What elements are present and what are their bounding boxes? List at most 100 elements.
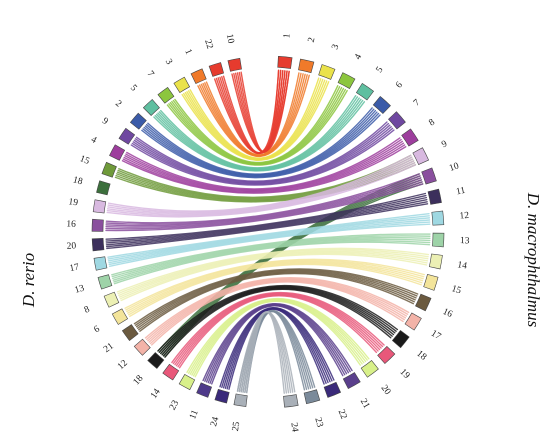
chromosome-block-left-25 (233, 393, 248, 407)
chromosome-label-left-18: 18 (72, 175, 84, 187)
chromosome-block-right-12 (431, 210, 445, 226)
chromosome-label-left-6: 6 (92, 324, 101, 335)
chromosome-block-left-22 (208, 62, 225, 77)
chromosome-block-right-18 (391, 330, 410, 349)
chromosome-label-left-9: 9 (100, 116, 110, 127)
species-label-right: D. macrophthalmus (524, 192, 543, 328)
chromosome-block-left-16 (91, 218, 104, 232)
synteny-link-11-21 (202, 302, 353, 385)
chromosome-block-left-21 (121, 324, 139, 342)
chromosome-block-right-9 (412, 147, 430, 165)
chromosome-block-right-2 (298, 58, 315, 74)
chromosome-label-left-20: 20 (66, 241, 76, 252)
chromosome-block-left-2 (129, 112, 147, 130)
synteny-link-24-22 (219, 306, 335, 390)
chromosome-block-left-4 (109, 144, 126, 161)
chromosome-block-left-18 (147, 352, 165, 369)
synteny-links (105, 69, 431, 394)
synteny-link-16-10 (105, 173, 424, 232)
chromosome-block-right-13 (432, 232, 445, 248)
chromosome-label-right-15: 15 (450, 284, 462, 296)
chromosome-block-right-14 (428, 253, 443, 270)
chromosome-block-left-15 (101, 161, 117, 178)
chromosome-labels: 1234567891011121314151617181920212223242… (66, 33, 470, 433)
chromosome-block-left-1 (190, 68, 207, 85)
chromosome-label-left-3: 3 (163, 58, 174, 67)
chromosome-block-left-20 (91, 238, 105, 252)
chromosome-block-left-9 (118, 127, 136, 145)
chromosome-label-right-18: 18 (414, 349, 428, 363)
chromosome-label-right-10: 10 (448, 161, 460, 174)
chromosome-block-right-17 (404, 312, 422, 331)
chromosome-label-left-24: 24 (209, 416, 221, 428)
chromosome-label-left-1: 1 (182, 48, 193, 57)
chromosome-block-right-15 (423, 273, 439, 291)
chromosome-label-right-11: 11 (455, 186, 466, 198)
chromosome-label-left-12: 12 (116, 358, 130, 372)
chromosome-label-right-4: 4 (353, 53, 364, 62)
synteny-link-18-18 (157, 284, 399, 358)
synteny-link-12-17 (144, 277, 410, 346)
chromosome-block-right-20 (360, 360, 379, 378)
chromosome-label-left-11: 11 (188, 408, 201, 420)
chromosome-label-right-1: 1 (282, 33, 292, 39)
chromosome-block-left-8 (103, 291, 120, 308)
chromosome-block-right-5 (355, 82, 375, 101)
chromosome-block-left-5 (142, 99, 160, 116)
chromosome-label-right-6: 6 (394, 80, 405, 90)
chromosome-label-left-4: 4 (89, 135, 98, 146)
chromosome-block-left-14 (162, 363, 180, 381)
chromosome-blocks (91, 55, 445, 408)
synteny-link-23-20 (186, 297, 370, 378)
chromosome-block-right-24 (283, 394, 299, 408)
synteny-link-4-8 (121, 137, 407, 194)
synteny-link-9-7 (130, 121, 395, 186)
chromosome-label-left-22: 22 (202, 38, 214, 50)
synteny-link-8-14 (116, 247, 430, 302)
chromosome-block-right-19 (377, 345, 396, 364)
synteny-link-1-2 (197, 72, 310, 158)
chromosome-label-left-21: 21 (102, 341, 116, 355)
chromosome-label-right-9: 9 (440, 139, 449, 150)
synteny-link-3-3 (181, 77, 330, 161)
chromosome-label-left-10: 10 (224, 33, 236, 45)
chromosome-label-right-5: 5 (375, 65, 386, 75)
chromosome-label-left-25: 25 (231, 421, 242, 432)
chromosome-block-right-7 (388, 111, 406, 130)
chromosome-label-right-21: 21 (358, 397, 371, 410)
synteny-link-25-24 (236, 311, 296, 394)
chromosome-block-right-22 (323, 381, 342, 398)
chromosome-block-left-11 (196, 382, 212, 398)
synteny-link-6-15 (124, 258, 425, 318)
species-label-left: D. rerio (19, 253, 38, 308)
chromosome-block-left-12 (133, 338, 151, 356)
synteny-link-22-1 (213, 69, 290, 155)
synteny-link-21-16 (133, 268, 419, 332)
chromosome-label-left-8: 8 (83, 305, 92, 316)
chromosome-block-right-16 (415, 293, 432, 312)
chromosome-block-left-7 (157, 86, 175, 104)
chromosome-label-right-8: 8 (427, 117, 437, 128)
chromosome-label-left-5: 5 (128, 83, 139, 93)
chromosome-label-right-17: 17 (429, 329, 443, 343)
chromosome-label-right-2: 2 (307, 36, 318, 43)
chromosome-label-left-13: 13 (74, 283, 86, 295)
synteny-link-20-11 (105, 192, 429, 250)
chromosome-block-left-3 (173, 76, 191, 93)
chromosome-label-right-20: 20 (379, 383, 393, 397)
chromosome-block-left-6 (111, 308, 129, 325)
chromosome-label-right-3: 3 (330, 43, 341, 51)
synteny-link-14-19 (171, 291, 385, 369)
chromosome-block-left-13 (97, 274, 113, 290)
chromosome-label-left-16: 16 (66, 219, 76, 229)
chromosome-label-right-16: 16 (441, 307, 454, 320)
chromosome-label-left-23: 23 (168, 399, 181, 412)
chromosome-block-right-6 (372, 96, 391, 114)
synteny-link-19-9 (106, 154, 417, 218)
chromosome-label-right-7: 7 (412, 98, 422, 109)
chromosome-label-left-7: 7 (145, 69, 156, 79)
synteny-link-5-5 (153, 95, 366, 172)
chromosome-block-left-24 (214, 388, 230, 404)
chromosome-label-left-2: 2 (113, 99, 123, 110)
chromosome-block-right-8 (401, 128, 419, 147)
